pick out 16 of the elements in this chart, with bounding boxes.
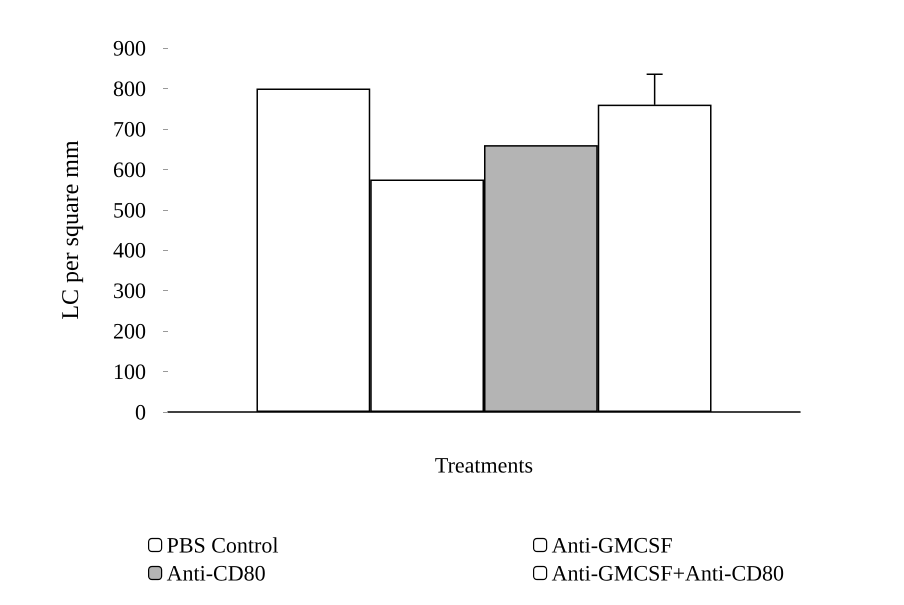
y-tick-label: 500 (113, 197, 146, 222)
legend-label: PBS Control (166, 532, 278, 558)
y-tick-label: 600 (113, 156, 146, 182)
y-tick-label: 0 (135, 400, 146, 424)
x-axis-title: Treatments (434, 452, 534, 478)
y-axis-title: LC per square mm (58, 140, 84, 320)
legend-label: Anti-CD80 (166, 560, 266, 586)
legend-label: Anti-GMCSF+Anti-CD80 (552, 560, 784, 586)
y-tick-label: 100 (113, 359, 146, 384)
y-tick-label: 900 (113, 36, 146, 60)
legend-label: Anti-GMCSF (552, 532, 673, 558)
y-tick-label: 700 (113, 116, 146, 142)
y-tick-label: 300 (113, 278, 146, 304)
y-tick-label: 400 (113, 238, 146, 263)
y-tick-label: 800 (113, 76, 146, 101)
y-tick-label: 200 (113, 318, 146, 344)
